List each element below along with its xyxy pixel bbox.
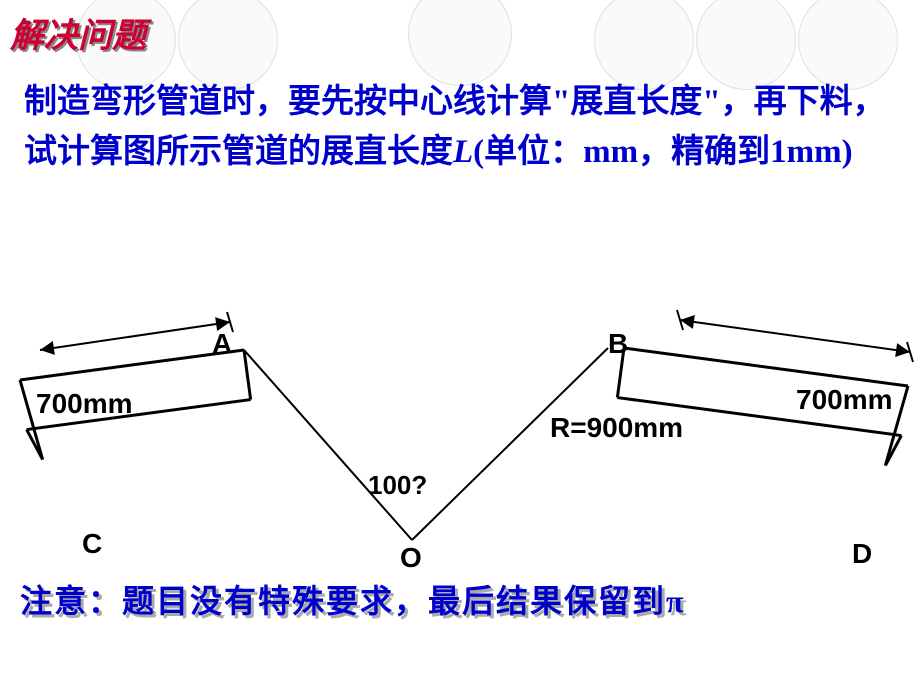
decor-circle bbox=[798, 0, 898, 90]
diagram-label-D: D bbox=[852, 538, 872, 570]
decor-circle bbox=[408, 0, 512, 86]
diagram-label-B: B bbox=[608, 328, 628, 360]
decor-circle bbox=[178, 0, 278, 90]
diagram-label-R: R=900mm bbox=[550, 412, 683, 444]
diagram-label-L2: 700mm bbox=[796, 384, 893, 416]
diagram-label-A: A bbox=[212, 328, 232, 360]
page-title: 解决问题 bbox=[10, 8, 146, 57]
diagram-label-ang: 100? bbox=[368, 470, 427, 501]
diagram-label-O: O bbox=[400, 542, 422, 574]
diagram-label-L1: 700mm bbox=[36, 388, 133, 420]
pipe-diagram bbox=[0, 290, 920, 590]
decor-circle bbox=[696, 0, 796, 90]
decor-circle bbox=[594, 0, 694, 90]
problem-text: 制造弯形管道时，要先按中心线计算"展直长度"，再下料，试计算图所示管道的展直长度… bbox=[24, 78, 910, 177]
diagram-label-C: C bbox=[82, 528, 102, 560]
footer-note: 注意：题目没有特殊要求，最后结果保留到π bbox=[20, 576, 686, 622]
